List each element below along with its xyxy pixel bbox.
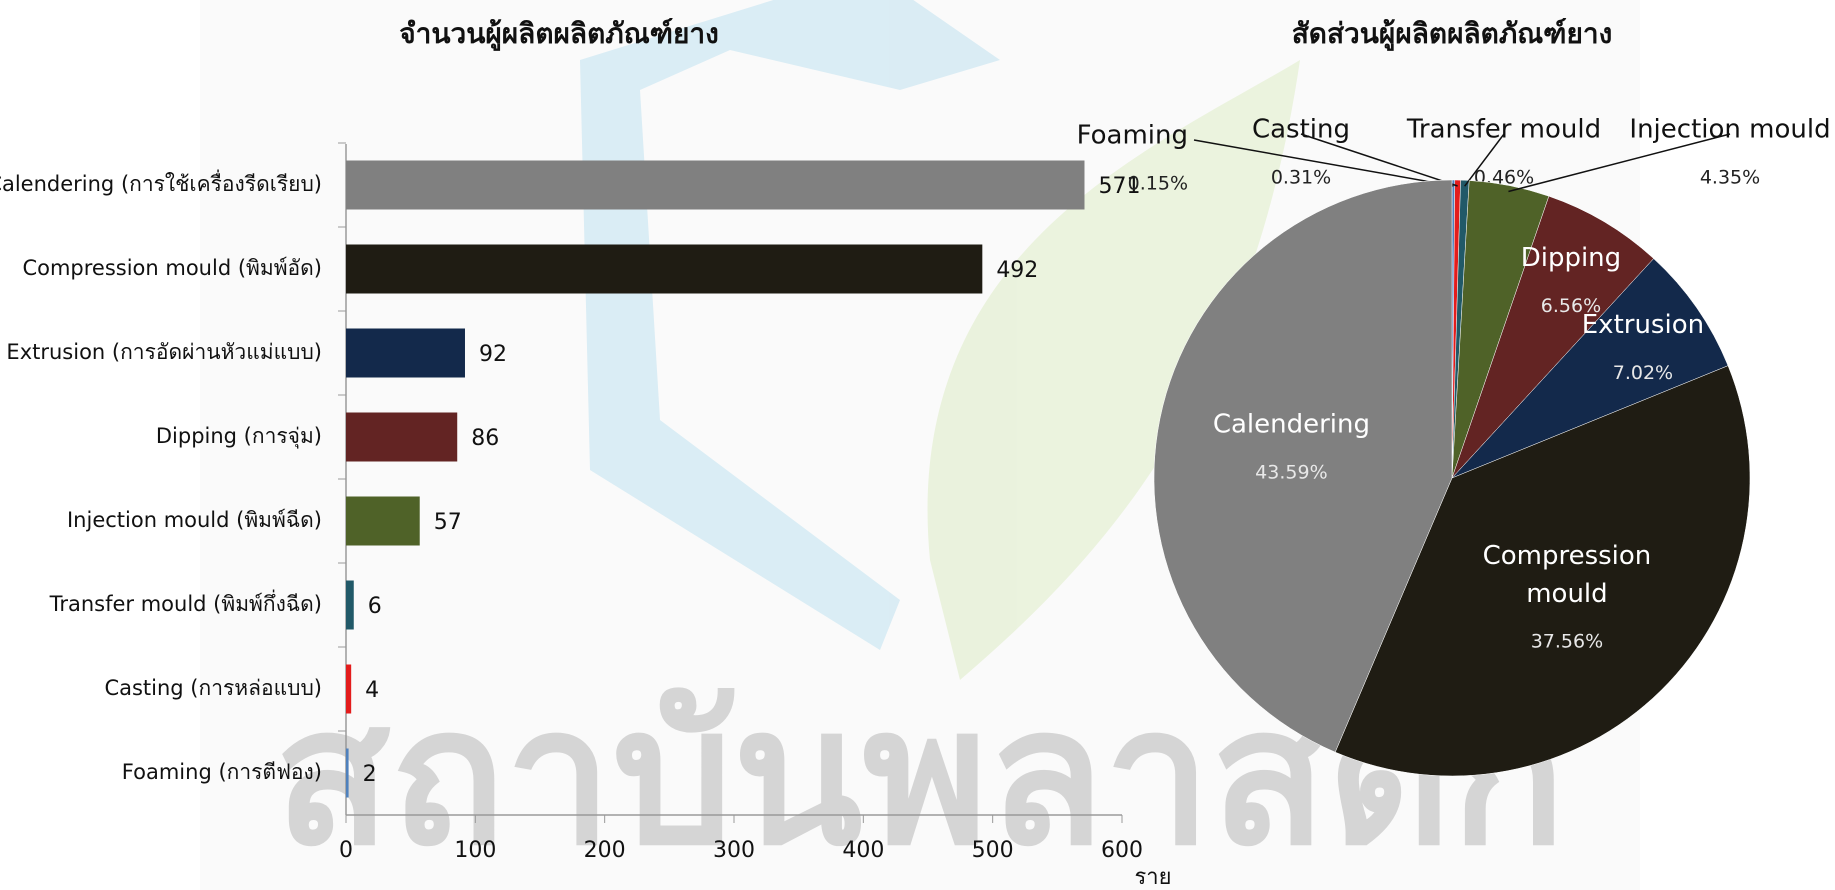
x-tick-label: 300 [713,838,755,863]
y-tick-label: Calendering (การใช้เครื่องรีดเรียบ) [0,169,322,196]
bar [346,413,457,462]
x-tick-label: 400 [842,838,884,863]
x-tick-label: 100 [454,838,496,863]
bar [346,581,354,630]
slice-label: Dipping [1521,243,1621,273]
y-tick-label: Injection mould (พิมพ์ฉีด) [67,508,322,532]
y-tick-label: Extrusion (การอัดผ่านหัวแม่แบบ) [6,340,322,364]
slice-value: 4.35% [1700,167,1760,189]
x-axis-label: ราย [1134,865,1171,890]
x-tick-label: 600 [1101,838,1143,863]
y-tick-label: Dipping (การจุ่ม) [156,424,322,449]
bar [346,161,1084,210]
bar-title: จำนวนผู้ผลิตผลิตภัณฑ์ยาง [399,17,719,51]
slice-value: 37.56% [1531,630,1603,652]
data-label: 57 [434,510,462,535]
data-label: 2 [363,762,377,787]
bar [346,665,351,714]
y-tick-label: Casting (การหล่อแบบ) [104,676,322,700]
x-tick-label: 200 [584,838,626,863]
y-tick-label: Foaming (การตีฟอง) [122,760,322,784]
data-label: 492 [996,258,1038,283]
slice-label: Casting [1252,115,1350,145]
data-label: 86 [471,426,499,451]
slice-label: Calendering [1213,410,1370,440]
x-tick-label: 500 [972,838,1014,863]
bar [346,497,420,546]
bar [346,329,465,378]
slice-value: 43.59% [1255,462,1327,484]
bar [346,749,349,798]
x-tick-label: 0 [339,838,353,863]
slice-label: Transfer mould [1406,115,1601,145]
data-label: 4 [365,678,379,703]
y-tick-label: Compression mould (พิมพ์อัด) [22,256,322,280]
chart-page: สถาบันพลาสติก จำนวนผู้ผลิตผลิตภัณฑ์ยาง ส… [0,0,1835,890]
slice-label: Injection mould [1629,115,1830,145]
data-label: 6 [368,594,382,619]
pie-title: สัดส่วนผู้ผลิตผลิตภัณฑ์ยาง [1292,17,1613,51]
slice-label: Extrusion [1582,310,1704,340]
data-label: 92 [479,342,507,367]
slice-value: 0.31% [1271,167,1331,189]
slice-value: 0.15% [1128,173,1188,195]
slice-label: Foaming [1077,121,1188,151]
bar [346,245,982,294]
slice-value: 7.02% [1613,362,1673,384]
y-tick-label: Transfer mould (พิมพ์กึ่งฉีด) [49,589,322,616]
